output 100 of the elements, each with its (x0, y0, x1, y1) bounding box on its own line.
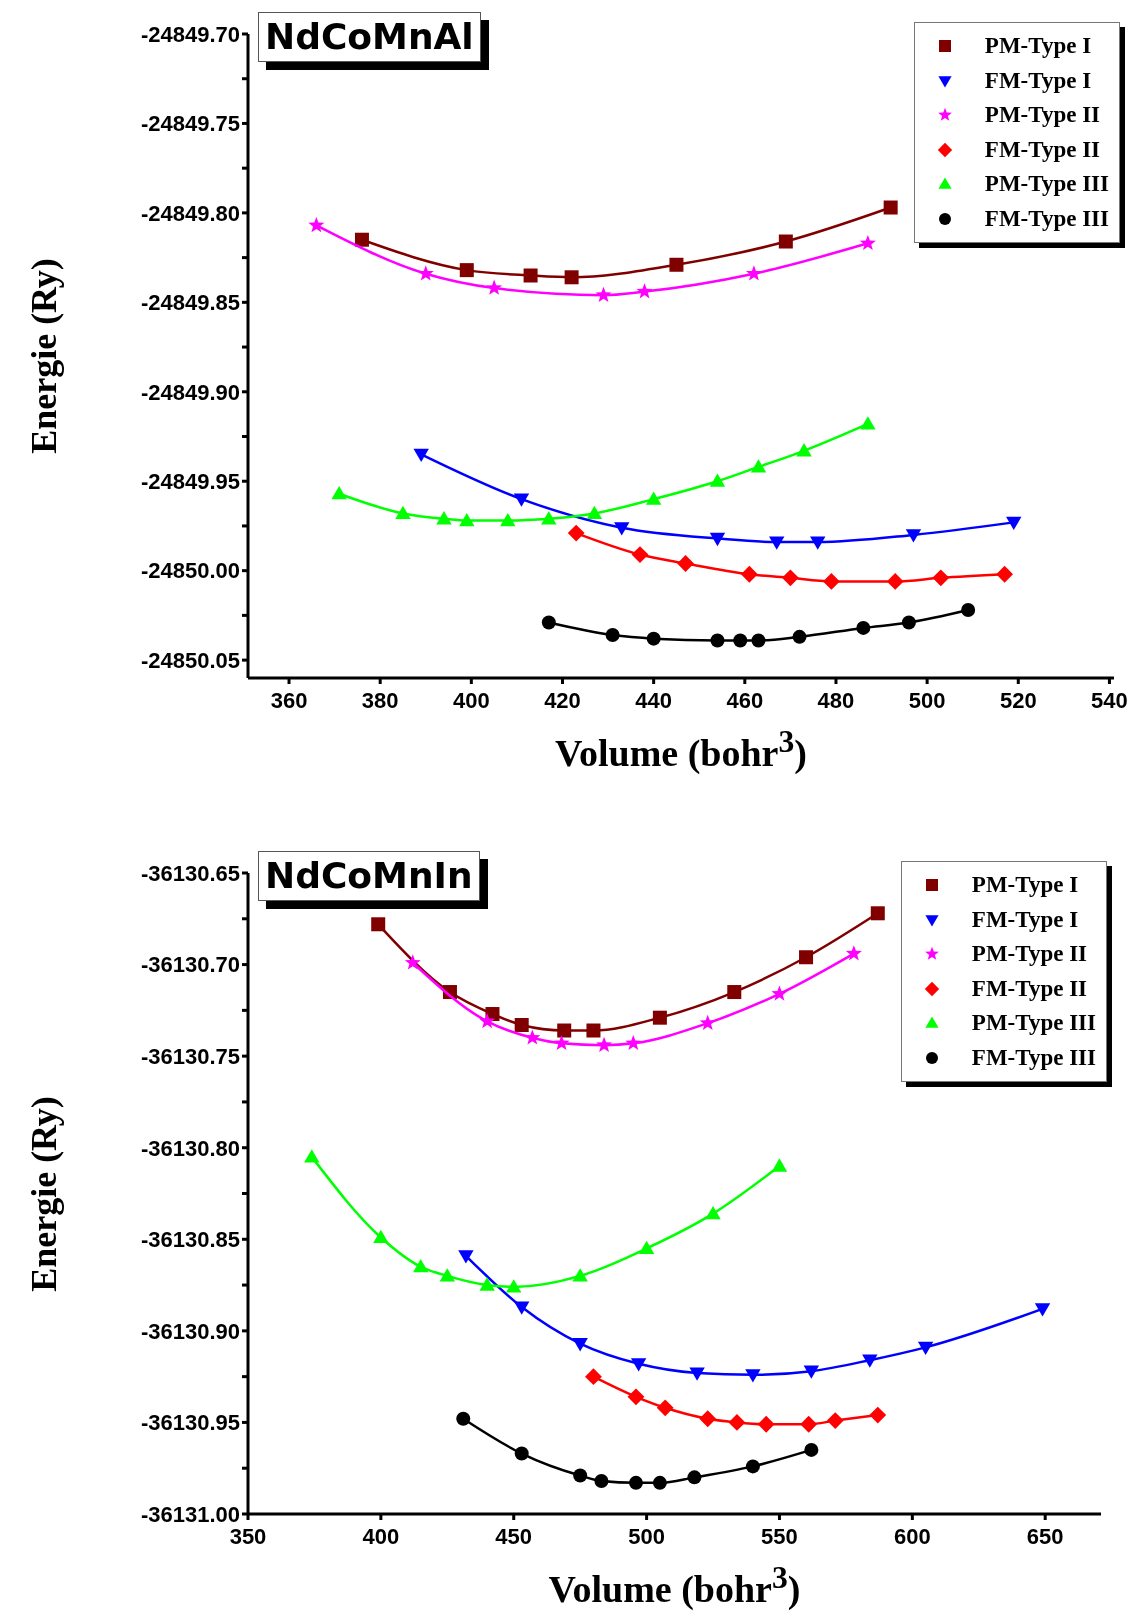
point (585, 1368, 602, 1386)
legend-label: FM-Type I (971, 906, 1079, 933)
point (869, 1406, 887, 1424)
point (513, 493, 530, 507)
y-tick-label: -36130.75 (140, 1043, 240, 1069)
x-axis-title: Volume (bohr$^{3}$) (555, 724, 807, 775)
x-axis-title: Volume (bohr$^{3}$) (548, 1560, 801, 1611)
point (803, 1365, 820, 1379)
point (856, 620, 871, 635)
point (638, 1240, 655, 1255)
point (373, 1229, 389, 1244)
legend-label: FM-Type II (984, 136, 1101, 163)
point (630, 1358, 647, 1372)
point (796, 443, 812, 457)
y-tick-label: -36130.70 (140, 952, 240, 978)
point (479, 1277, 495, 1291)
y-tick-label: -24850.00 (140, 558, 240, 584)
point (572, 1268, 588, 1282)
point (594, 1474, 609, 1489)
point (709, 532, 726, 547)
x-tick-label: 540 (1091, 687, 1128, 713)
point (751, 633, 766, 648)
point (656, 1399, 674, 1417)
x-tick-label: 550 (761, 1523, 798, 1549)
point (769, 536, 785, 550)
point (804, 1442, 819, 1457)
point (572, 1338, 588, 1352)
x-tick-label: 420 (544, 687, 581, 713)
point (932, 569, 950, 587)
point (728, 1414, 746, 1431)
y-tick-label: -24849.95 (140, 469, 240, 495)
point (646, 631, 661, 646)
point (905, 529, 922, 543)
point (479, 1012, 496, 1029)
point (740, 565, 758, 583)
point (500, 512, 516, 527)
point (862, 1354, 878, 1368)
point (778, 234, 793, 249)
point (792, 629, 807, 644)
point (845, 945, 862, 961)
point (750, 459, 767, 473)
point (413, 1259, 429, 1273)
point (331, 486, 347, 500)
legend-label: PM-Type II (971, 941, 1088, 968)
y-axis-title: Energie (Ry) (23, 1095, 65, 1292)
point (595, 286, 612, 302)
point (709, 473, 726, 487)
point (727, 985, 742, 1000)
y-tick-label: -24850.05 (140, 647, 240, 673)
point (413, 448, 429, 463)
point (459, 512, 475, 527)
x-tick-label: 440 (635, 687, 673, 713)
legend-label: FM-Type II (971, 975, 1088, 1002)
point (304, 1149, 320, 1163)
point (514, 1446, 529, 1461)
y-tick-label: -24849.90 (140, 379, 240, 405)
point (901, 615, 916, 630)
point (557, 1023, 572, 1038)
point (458, 1250, 474, 1264)
point (564, 270, 579, 285)
point (456, 1411, 471, 1426)
point (689, 1367, 705, 1381)
point (486, 279, 503, 295)
point (886, 573, 904, 590)
point (514, 1301, 530, 1315)
point (436, 511, 452, 525)
point (404, 954, 421, 970)
x-tick-label: 400 (452, 687, 490, 713)
point (586, 505, 603, 520)
point (459, 263, 474, 278)
point (541, 511, 557, 525)
x-tick-label: 360 (270, 687, 308, 713)
x-tick-label: 480 (817, 687, 855, 713)
point (699, 1014, 716, 1030)
legend-label: PM-Type I (984, 33, 1092, 60)
legend-label: FM-Type III (984, 205, 1109, 232)
point (636, 283, 653, 299)
point (810, 536, 826, 550)
point (524, 1029, 541, 1045)
point (631, 546, 649, 563)
x-tick-label: 380 (361, 687, 399, 713)
legend-label: FM-Type I (984, 67, 1092, 94)
point (859, 234, 876, 251)
point (961, 603, 976, 618)
y-tick-label: -36130.95 (140, 1410, 240, 1436)
point (687, 1470, 702, 1485)
y-tick-label: -36130.80 (140, 1135, 240, 1161)
point (917, 1341, 934, 1356)
point (996, 565, 1014, 583)
point (710, 633, 725, 648)
point (541, 615, 556, 630)
point (553, 1034, 570, 1051)
x-tick-label: 500 (628, 1523, 665, 1549)
point (627, 1388, 645, 1406)
point (395, 505, 411, 520)
chart-title: NdCoMnAl (258, 12, 481, 62)
y-tick-label: -24849.85 (140, 290, 240, 316)
point (1006, 516, 1022, 531)
chart-title: NdCoMnIn (258, 851, 480, 901)
y-tick-label: -36130.90 (140, 1318, 240, 1344)
